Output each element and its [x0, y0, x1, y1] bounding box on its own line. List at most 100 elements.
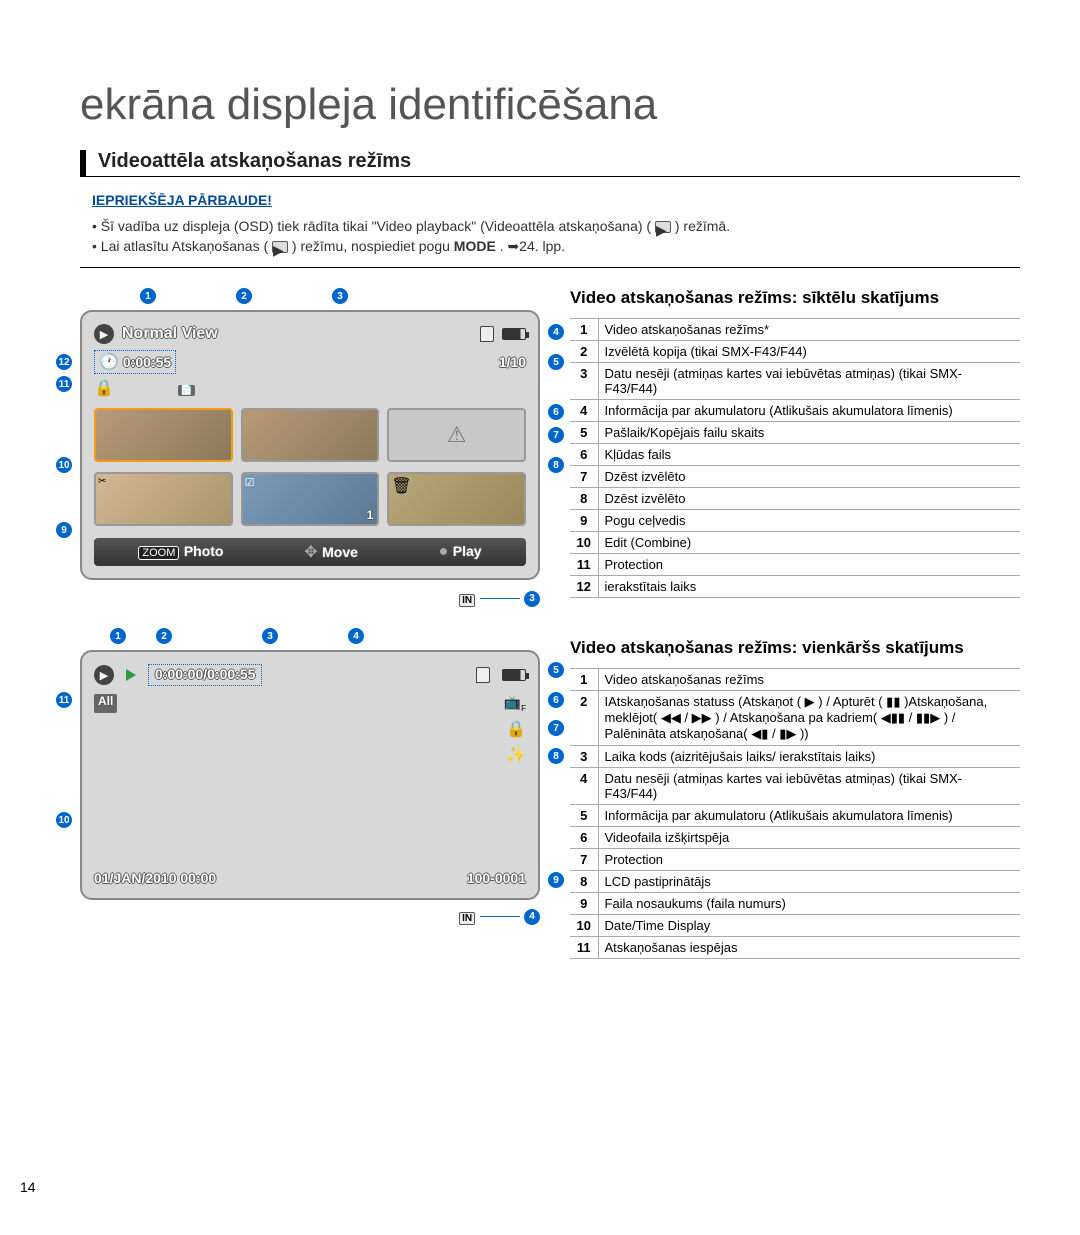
battery-icon — [502, 669, 526, 681]
legend-row: 5Informācija par akumulatoru (Atlikušais… — [570, 805, 1020, 827]
legend-row: 9Pogu ceļvedis — [570, 510, 1020, 532]
clock-icon: 🕐 — [99, 352, 119, 372]
legend-desc: Informācija par akumulatoru (Atlikušais … — [598, 400, 1020, 422]
battery-icon — [502, 328, 526, 340]
legend-row: 3Datu nesēji (atmiņas kartes vai iebūvēt… — [570, 363, 1020, 400]
callout-s2-7: 7 — [548, 720, 564, 736]
legend-row: 1Video atskaņošanas režīms — [570, 669, 1020, 691]
legend1-table: 1Video atskaņošanas režīms*2Izvēlētā kop… — [570, 318, 1020, 598]
callout-3b: 3 — [524, 591, 540, 607]
legend-desc: Faila nosaukums (faila numurs) — [598, 893, 1020, 915]
callout-3: 3 — [332, 288, 348, 304]
lcd-enhance-icon: ✨ — [506, 747, 526, 764]
thumbnail-error[interactable]: ⚠ — [387, 408, 526, 462]
legend-desc: Atskaņošanas iespējas — [598, 937, 1020, 959]
legend-desc: Protection — [598, 554, 1020, 576]
play-btn-label: Play — [453, 543, 482, 559]
single-view-screen: ▶ 0:00:00/0:00:55 All 📺F 🔒 ✨ 01/JA — [80, 650, 540, 900]
legend-row: 7Dzēst izvēlēto — [570, 466, 1020, 488]
thumbnail[interactable]: ☑1 — [241, 472, 380, 526]
bullet-2-text-c: . ➥24. lpp. — [500, 238, 565, 254]
legend-desc: IAtskaņošanas statuss (Atskaņot ( ▶ ) / … — [598, 691, 1020, 746]
bullet-1-text-b: ) režīmā. — [675, 218, 730, 234]
bullet-1: Šī vadība uz displeja (OSD) tiek rādīta … — [92, 216, 1020, 236]
legend-num: 9 — [570, 510, 598, 532]
legend-row: 2IAtskaņošanas statuss (Atskaņot ( ▶ ) /… — [570, 691, 1020, 746]
legend-num: 11 — [570, 554, 598, 576]
legend-num: 3 — [570, 746, 598, 768]
playback-mode-icon: ▶ — [655, 221, 671, 233]
file-name: 100-0001 — [467, 870, 526, 886]
callout-2: 2 — [236, 288, 252, 304]
legend-num: 6 — [570, 444, 598, 466]
section-heading: Videoattēla atskaņošanas režīms — [80, 150, 1020, 177]
thumbnail[interactable]: ✂ — [94, 472, 233, 526]
legend-desc: Pašlaik/Kopējais failu skaits — [598, 422, 1020, 444]
legend-row: 9Faila nosaukums (faila numurs) — [570, 893, 1020, 915]
legend-desc: Dzēst izvēlēto — [598, 466, 1020, 488]
thumbnail[interactable]: 🗑 — [387, 472, 526, 526]
move-btn-label: Move — [322, 544, 358, 560]
legend-row: 5Pašlaik/Kopējais failu skaits — [570, 422, 1020, 444]
legend-row: 11Atskaņošanas iespējas — [570, 937, 1020, 959]
callout-9: 9 — [56, 522, 72, 538]
play-action-icon: ● — [439, 543, 449, 560]
thumbnail[interactable] — [94, 408, 233, 462]
callout-s2-4b: 4 — [524, 909, 540, 925]
bullet-1-text-a: Šī vadība uz displeja (OSD) tiek rādīta … — [101, 218, 651, 234]
photo-btn-label: Photo — [184, 543, 224, 559]
legend-num: 5 — [570, 805, 598, 827]
legend-num: 7 — [570, 466, 598, 488]
legend-desc: LCD pastiprinātājs — [598, 871, 1020, 893]
zoom-key: ZOOM — [138, 546, 179, 560]
legend-row: 6Kļūdas fails — [570, 444, 1020, 466]
callout-11: 11 — [56, 376, 72, 392]
legend-desc: Datu nesēji (atmiņas kartes vai iebūvēta… — [598, 363, 1020, 400]
datetime-display: 01/JAN/2010 00:00 — [94, 870, 216, 886]
legend-num: 12 — [570, 576, 598, 598]
legend2-title: Video atskaņošanas režīms: vienkāršs ska… — [570, 638, 1020, 658]
legend-row: 6Videofaila izšķirtspēja — [570, 827, 1020, 849]
callout-5: 5 — [548, 354, 564, 370]
legend-num: 8 — [570, 871, 598, 893]
legend-num: 10 — [570, 532, 598, 554]
callout-s2-1: 1 — [110, 628, 126, 644]
legend2-table: 1Video atskaņošanas režīms2IAtskaņošanas… — [570, 668, 1020, 959]
thumbnail[interactable] — [241, 408, 380, 462]
callout-s2-10: 10 — [56, 812, 72, 828]
precheck-label: IEPRIEKŠĒJA PĀRBAUDE! — [92, 192, 1020, 208]
legend-desc: ierakstītais laiks — [598, 576, 1020, 598]
file-counter: 1/10 — [499, 354, 526, 370]
trash-icon: 🗑 — [391, 476, 411, 496]
storage-icon — [480, 326, 494, 342]
legend-desc: Datu nesēji (atmiņas kartes vai iebūvēta… — [598, 768, 1020, 805]
legend-desc: Dzēst izvēlēto — [598, 488, 1020, 510]
legend-desc: Protection — [598, 849, 1020, 871]
legend-desc: Videofaila izšķirtspēja — [598, 827, 1020, 849]
legend-desc: Video atskaņošanas režīms — [598, 669, 1020, 691]
legend-desc: Date/Time Display — [598, 915, 1020, 937]
legend-row: 10Date/Time Display — [570, 915, 1020, 937]
bullet-2-text-a: Lai atlasītu Atskaņošanas ( — [101, 238, 268, 254]
mode-icon: ▶ — [94, 324, 114, 344]
legend-row: 12ierakstītais laiks — [570, 576, 1020, 598]
legend-desc: Pogu ceļvedis — [598, 510, 1020, 532]
legend-row: 7Protection — [570, 849, 1020, 871]
legend-num: 5 — [570, 422, 598, 444]
legend-desc: Edit (Combine) — [598, 532, 1020, 554]
legend-row: 3Laika kods (aizritējušais laiks/ ieraks… — [570, 746, 1020, 768]
bullet-2-text-b: ) režīmu, nospiediet pogu — [292, 238, 454, 254]
callout-7: 7 — [548, 427, 564, 443]
callout-s2-8: 8 — [548, 748, 564, 764]
legend-num: 6 — [570, 827, 598, 849]
recorded-time: 0:00:55 — [123, 354, 171, 370]
legend-num: 2 — [570, 341, 598, 363]
page-title: ekrāna displeja identificēšana — [80, 80, 1020, 130]
play-option-all: All — [94, 694, 117, 713]
callout-4: 4 — [548, 324, 564, 340]
callout-s2-2: 2 — [156, 628, 172, 644]
protect-lock-icon: 🔒 — [506, 721, 526, 738]
legend-row: 1Video atskaņošanas režīms* — [570, 319, 1020, 341]
legend-desc: Video atskaņošanas režīms* — [598, 319, 1020, 341]
legend-num: 4 — [570, 400, 598, 422]
